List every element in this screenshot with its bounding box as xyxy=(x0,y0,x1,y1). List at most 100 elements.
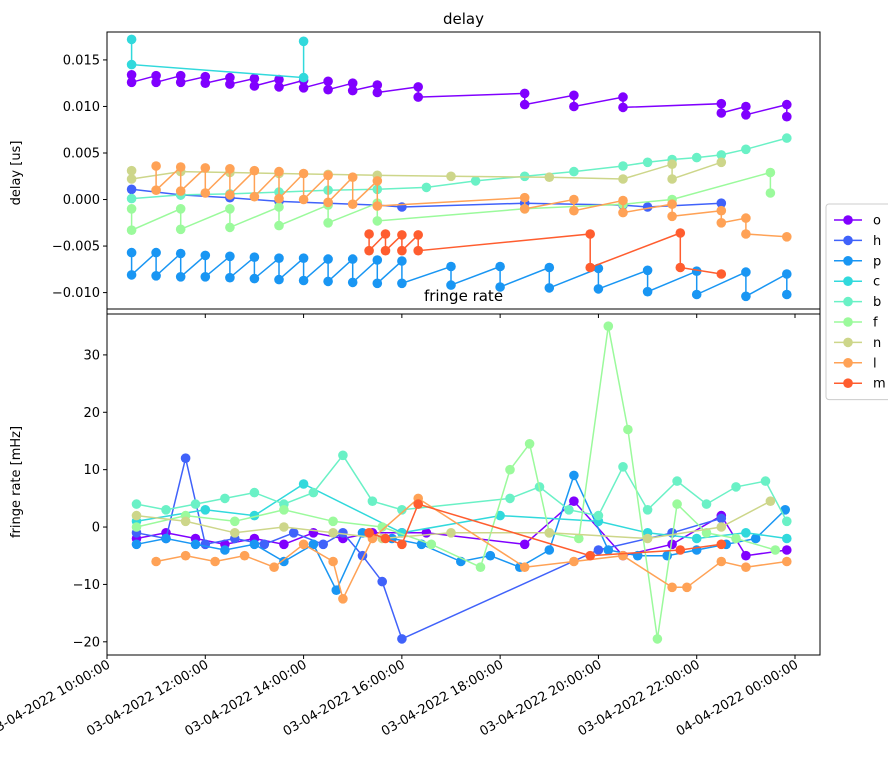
data-point xyxy=(175,224,186,235)
legend-label: m xyxy=(873,377,886,392)
data-point xyxy=(151,271,161,281)
data-point xyxy=(585,229,595,239)
series-line-l xyxy=(155,497,787,601)
data-point xyxy=(331,585,342,595)
data-point xyxy=(446,171,456,182)
data-point xyxy=(200,505,211,515)
data-point xyxy=(175,272,186,282)
data-point xyxy=(618,92,628,102)
data-point xyxy=(618,462,628,472)
legend-entry-o: o xyxy=(834,214,881,229)
data-point xyxy=(380,229,391,239)
data-point xyxy=(364,528,374,538)
data-point xyxy=(475,562,486,572)
data-point xyxy=(782,556,792,567)
data-point xyxy=(667,159,677,169)
data-point xyxy=(298,72,309,83)
data-point xyxy=(249,539,260,550)
y-tick-label: −0.005 xyxy=(52,240,100,255)
data-point xyxy=(151,77,161,88)
data-point xyxy=(765,167,776,178)
data-point xyxy=(131,510,142,521)
data-point xyxy=(782,232,792,242)
series-f xyxy=(131,321,781,644)
series-n xyxy=(126,157,727,184)
data-point xyxy=(397,634,407,644)
data-point xyxy=(274,74,284,85)
data-point xyxy=(716,205,727,216)
data-point xyxy=(413,92,424,102)
data-point xyxy=(372,201,383,211)
data-point xyxy=(298,479,309,489)
data-point xyxy=(175,248,186,259)
data-point xyxy=(210,556,220,567)
data-point xyxy=(318,539,329,550)
data-point xyxy=(519,88,530,99)
data-point xyxy=(691,152,702,163)
data-point xyxy=(249,252,260,262)
delay-title: delay xyxy=(443,10,484,28)
data-point xyxy=(279,505,289,515)
data-point xyxy=(446,528,456,538)
data-point xyxy=(716,539,727,550)
data-point xyxy=(249,73,260,84)
data-point xyxy=(175,204,186,214)
data-point xyxy=(446,280,456,290)
data-point xyxy=(544,262,555,273)
data-point xyxy=(298,253,309,263)
data-point xyxy=(274,220,284,231)
data-point xyxy=(524,439,535,449)
legend-label: c xyxy=(873,275,880,290)
data-point xyxy=(161,533,171,544)
legend-marker xyxy=(843,296,853,307)
data-point xyxy=(397,539,407,550)
data-point xyxy=(569,470,579,481)
data-point xyxy=(225,222,235,233)
data-point xyxy=(225,164,235,174)
data-point xyxy=(364,229,374,239)
legend-label: h xyxy=(873,234,881,249)
data-point xyxy=(485,550,496,561)
data-point xyxy=(731,533,741,544)
data-point xyxy=(716,108,727,118)
data-point xyxy=(716,522,727,532)
data-point xyxy=(397,245,407,256)
legend-label: l xyxy=(873,356,877,371)
data-point xyxy=(667,174,677,184)
data-point xyxy=(421,182,432,193)
data-point xyxy=(180,453,191,464)
data-point xyxy=(716,269,727,279)
legend-marker xyxy=(843,378,853,389)
data-point xyxy=(126,247,137,258)
data-point xyxy=(225,79,235,89)
legend-entry-f: f xyxy=(834,316,878,331)
legend-marker xyxy=(843,255,853,266)
data-point xyxy=(190,499,201,509)
series-c xyxy=(126,34,309,83)
data-point xyxy=(338,450,348,461)
data-point xyxy=(413,230,424,240)
data-point xyxy=(782,111,792,122)
legend-marker xyxy=(843,215,853,225)
fringe-rate-title: fringe rate xyxy=(424,287,503,305)
data-point xyxy=(519,99,530,110)
legend-marker xyxy=(843,235,853,246)
data-point xyxy=(126,59,137,70)
legend-entry-h: h xyxy=(834,234,881,249)
data-point xyxy=(574,533,584,544)
data-point xyxy=(175,77,186,88)
data-point xyxy=(151,556,161,567)
data-point xyxy=(585,550,595,561)
data-point xyxy=(328,556,338,567)
data-point xyxy=(175,162,186,172)
data-point xyxy=(569,496,579,507)
data-point xyxy=(741,291,751,302)
legend-marker xyxy=(843,276,853,287)
data-point xyxy=(642,286,653,297)
series-line-b xyxy=(136,454,788,522)
data-point xyxy=(413,499,424,509)
data-point xyxy=(200,539,211,550)
data-point xyxy=(397,505,407,515)
